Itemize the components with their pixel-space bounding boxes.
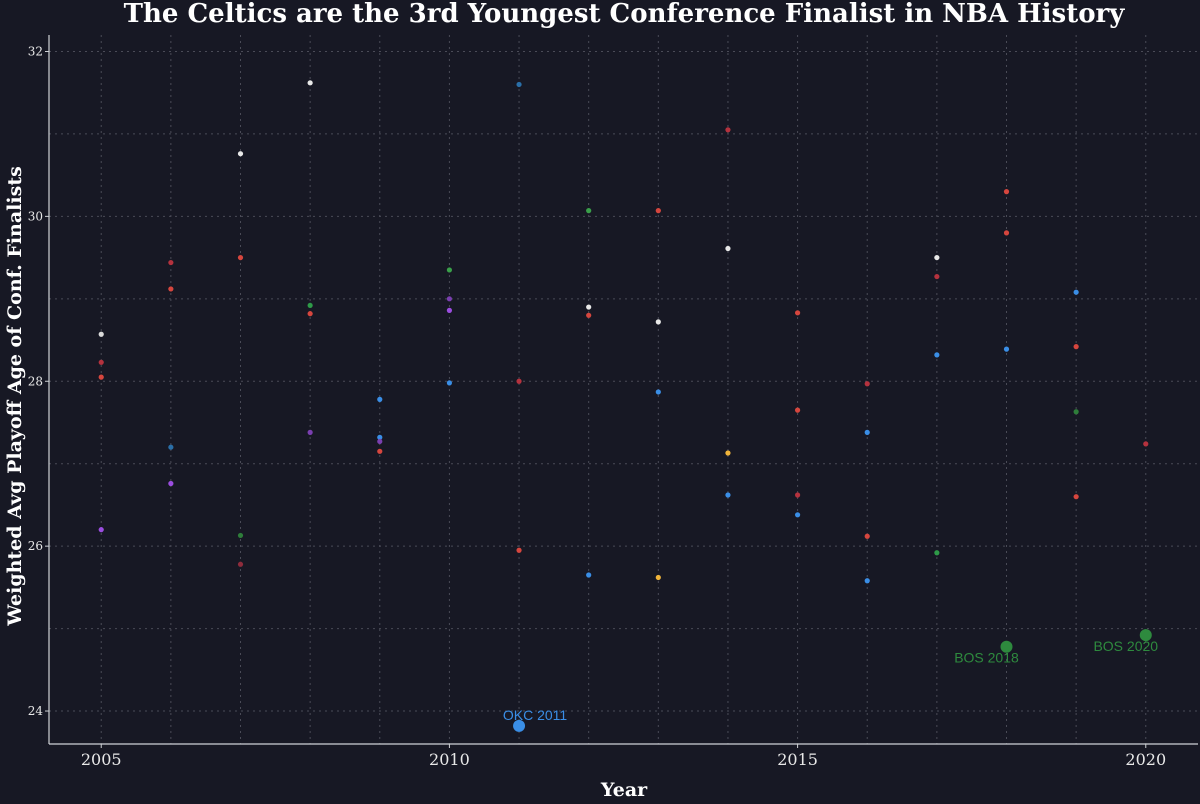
y-tick-label: 26	[28, 539, 43, 553]
data-point	[98, 359, 104, 365]
data-point	[655, 574, 661, 581]
point-label: OKC 2011	[503, 707, 568, 723]
data-point	[1073, 409, 1079, 415]
x-tick-label: 2015	[777, 750, 818, 769]
data-point	[237, 561, 244, 567]
x-tick-label: 2005	[81, 750, 122, 769]
data-point	[237, 532, 244, 539]
data-point	[934, 254, 940, 261]
x-tick-label: 2020	[1125, 750, 1166, 769]
data-point	[377, 396, 383, 402]
data-point	[446, 380, 453, 386]
data-point	[168, 480, 174, 487]
chart-title: The Celtics are the 3rd Youngest Confere…	[124, 0, 1126, 29]
data-point	[516, 378, 522, 384]
y-axis-title: Weighted Avg Playoff Age of Conf. Finali…	[4, 166, 26, 627]
data-point	[377, 434, 383, 440]
data-point	[794, 407, 801, 413]
highlighted-point	[1000, 640, 1013, 653]
data-point	[1073, 344, 1079, 350]
data-point	[864, 578, 870, 584]
data-point	[794, 512, 801, 518]
data-point	[98, 374, 104, 380]
highlighted-point	[513, 719, 526, 732]
data-point	[725, 450, 731, 456]
data-point	[934, 550, 940, 556]
data-point	[98, 527, 104, 533]
data-point	[1073, 494, 1079, 500]
point-annotations: OKC 2011 BOS 2018 BOS 2020	[503, 638, 1158, 723]
data-point	[237, 151, 244, 157]
data-point	[307, 429, 313, 435]
data-point	[1003, 346, 1010, 352]
data-point	[237, 254, 244, 261]
y-tick-label: 28	[28, 374, 43, 388]
data-point	[864, 533, 870, 539]
data-point	[794, 310, 801, 316]
data-point	[586, 312, 592, 318]
data-point	[934, 273, 940, 280]
data-point	[794, 492, 801, 498]
data-point	[168, 259, 174, 266]
data-point	[725, 127, 731, 133]
data-point	[1003, 189, 1010, 195]
data-point	[377, 448, 383, 454]
y-tick-label: 32	[28, 44, 43, 58]
data-point	[446, 267, 453, 273]
data-point	[168, 286, 174, 292]
data-point	[725, 492, 731, 498]
data-point	[586, 572, 592, 578]
x-axis-title: Year	[600, 779, 648, 801]
data-point	[446, 307, 453, 313]
data-point	[1003, 230, 1010, 236]
data-point	[725, 245, 731, 252]
data-point	[586, 304, 592, 310]
data-point	[864, 429, 870, 435]
data-point	[586, 208, 592, 214]
data-point	[168, 444, 174, 450]
data-point	[516, 547, 522, 553]
data-point	[307, 80, 313, 86]
data-point	[98, 331, 104, 337]
data-point	[446, 296, 453, 302]
y-tick-label: 24	[28, 704, 44, 718]
data-point	[655, 319, 661, 325]
data-point	[1143, 441, 1149, 447]
point-label: BOS 2020	[1093, 638, 1158, 654]
data-point	[1073, 289, 1079, 295]
data-point	[864, 381, 870, 387]
data-point	[377, 438, 383, 445]
x-tick-label: 2010	[429, 750, 470, 769]
axes: 2005 2010 2015 2020 24 26 28 30 32	[28, 35, 1198, 769]
data-points	[98, 80, 1152, 732]
data-point	[934, 352, 940, 358]
data-point	[516, 81, 522, 88]
y-tick-label: 30	[28, 209, 43, 223]
point-label: BOS 2018	[954, 650, 1019, 666]
data-point	[307, 311, 313, 317]
data-point	[655, 208, 661, 214]
data-point	[307, 302, 313, 309]
highlighted-point	[1139, 629, 1152, 642]
grid-lines	[49, 35, 1198, 744]
data-point	[655, 389, 661, 395]
